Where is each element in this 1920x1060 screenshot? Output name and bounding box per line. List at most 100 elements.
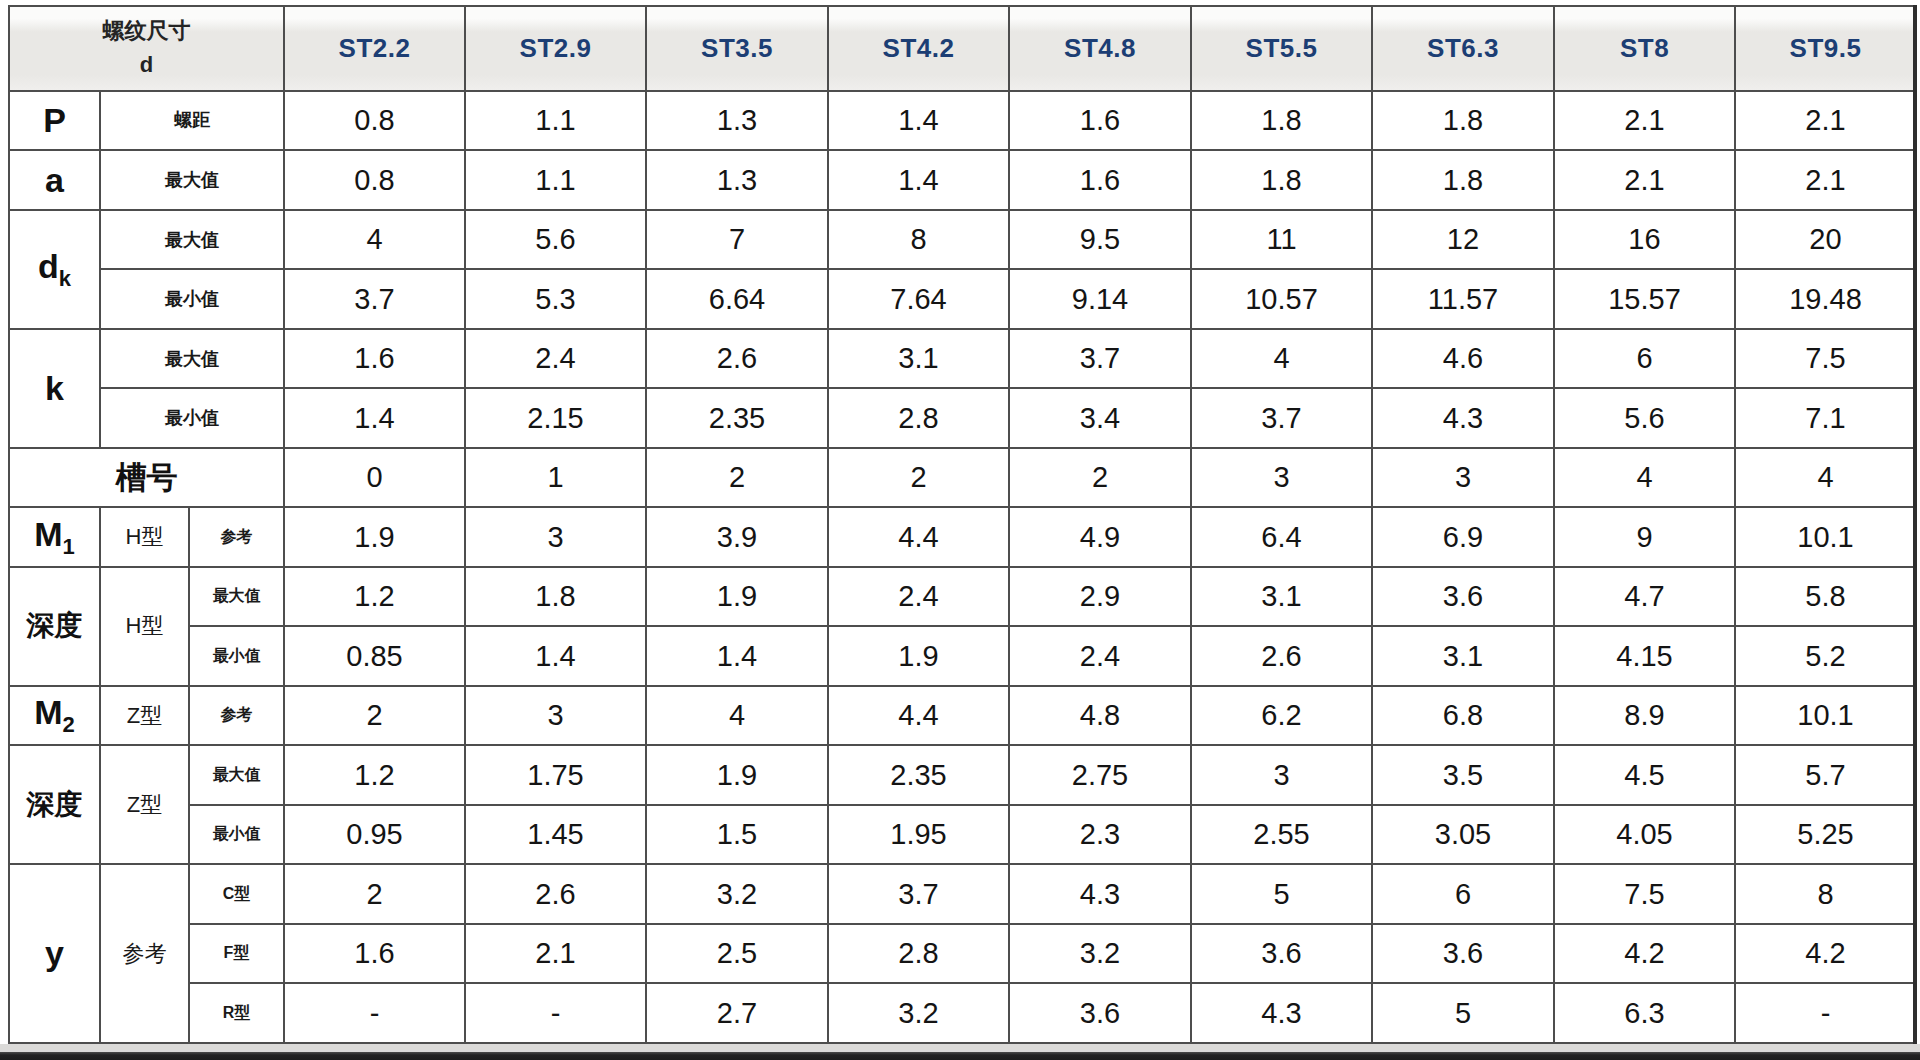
cell-value: 20 (1735, 210, 1916, 270)
table-right-border (1913, 5, 1917, 1044)
cell-value: 3.1 (1191, 567, 1372, 627)
cell-value: 7.5 (1735, 329, 1916, 389)
cell-value: 8.9 (1554, 686, 1735, 746)
cell-value: 1.4 (828, 150, 1009, 210)
cell-value: 1.6 (284, 924, 465, 984)
cell-value: 0.85 (284, 626, 465, 686)
bottom-light-strip (0, 1044, 1920, 1052)
cell-value: 4.3 (1009, 864, 1191, 924)
cell-value: 3.6 (1191, 924, 1372, 984)
cell-value: 11.57 (1372, 269, 1554, 329)
cell-value: 6.9 (1372, 507, 1554, 567)
cell-value: 1.8 (1191, 150, 1372, 210)
cell-value: 1.6 (284, 329, 465, 389)
thread-size-d: d (10, 48, 283, 82)
row-sublabel: 最大值 (189, 567, 284, 627)
row-sublabel: 参考 (189, 507, 284, 567)
column-header-ST4.2: ST4.2 (828, 6, 1009, 91)
cell-value: 1.8 (1191, 91, 1372, 151)
column-header-ST5.5: ST5.5 (1191, 6, 1372, 91)
row-label-0: P (9, 91, 100, 151)
cell-value: 1.9 (646, 567, 828, 627)
cell-value: 1.8 (465, 567, 646, 627)
row-label-2: dk (9, 210, 100, 329)
cell-value: - (284, 983, 465, 1043)
cell-value: 3 (465, 507, 646, 567)
cell-value: 4.9 (1009, 507, 1191, 567)
cell-value: 2.4 (828, 567, 1009, 627)
cell-value: - (1735, 983, 1916, 1043)
cell-value: 4.5 (1554, 745, 1735, 805)
cell-value: 4 (1735, 448, 1916, 508)
row-sublabel: 最小值 (100, 388, 284, 448)
cell-value: 4.05 (1554, 805, 1735, 865)
row-label-5: M1 (9, 507, 100, 567)
cell-value: 1.95 (828, 805, 1009, 865)
cell-value: 5.6 (1554, 388, 1735, 448)
cell-value: 2.3 (1009, 805, 1191, 865)
cell-value: 1.2 (284, 567, 465, 627)
cell-value: 0.8 (284, 91, 465, 151)
cell-value: 3.2 (1009, 924, 1191, 984)
cell-value: - (465, 983, 646, 1043)
row-sublabel: 参考 (189, 686, 284, 746)
row-mid-label-5: H型 (100, 507, 189, 567)
row-sublabel: 螺距 (100, 91, 284, 151)
cell-value: 6.3 (1554, 983, 1735, 1043)
row-label-3: k (9, 329, 100, 448)
cell-value: 4.8 (1009, 686, 1191, 746)
cell-value: 2.6 (465, 864, 646, 924)
thread-size-label: 螺纹尺寸 (10, 14, 283, 48)
cell-value: 9.5 (1009, 210, 1191, 270)
cell-value: 2.4 (465, 329, 646, 389)
cell-value: 1 (465, 448, 646, 508)
column-header-ST2.2: ST2.2 (284, 6, 465, 91)
cell-value: 2.8 (828, 924, 1009, 984)
cell-value: 2.6 (646, 329, 828, 389)
cell-value: 8 (828, 210, 1009, 270)
cell-value: 1.75 (465, 745, 646, 805)
cell-value: 8 (1735, 864, 1916, 924)
cell-value: 1.4 (465, 626, 646, 686)
cell-value: 2.1 (1554, 91, 1735, 151)
cell-value: 1.4 (646, 626, 828, 686)
cell-value: 2 (828, 448, 1009, 508)
row-label-9: y (9, 864, 100, 1043)
cell-value: 0 (284, 448, 465, 508)
row-mid-label-8: Z型 (100, 745, 189, 864)
cell-value: 3.7 (1009, 329, 1191, 389)
cell-value: 1.8 (1372, 91, 1554, 151)
cell-value: 12 (1372, 210, 1554, 270)
cell-value: 0.95 (284, 805, 465, 865)
cell-value: 5 (1372, 983, 1554, 1043)
cell-value: 2.5 (646, 924, 828, 984)
row-label-1: a (9, 150, 100, 210)
cell-value: 3.4 (1009, 388, 1191, 448)
row-sublabel: C型 (189, 864, 284, 924)
row-sublabel: 最大值 (100, 329, 284, 389)
cell-value: 3.7 (284, 269, 465, 329)
cell-value: 1.1 (465, 150, 646, 210)
cell-value: 1.3 (646, 91, 828, 151)
cell-value: 5.25 (1735, 805, 1916, 865)
cell-value: 2.55 (1191, 805, 1372, 865)
cell-value: 7.1 (1735, 388, 1916, 448)
cell-value: 4 (1191, 329, 1372, 389)
cell-value: 2.1 (1554, 150, 1735, 210)
column-header-ST6.3: ST6.3 (1372, 6, 1554, 91)
cell-value: 1.3 (646, 150, 828, 210)
row-mid-label-6: H型 (100, 567, 189, 686)
cell-value: 2.35 (646, 388, 828, 448)
cell-value: 1.6 (1009, 150, 1191, 210)
cell-value: 3 (1372, 448, 1554, 508)
row-sublabel: 最小值 (100, 269, 284, 329)
cell-value: 3 (465, 686, 646, 746)
cell-value: 3.05 (1372, 805, 1554, 865)
cell-value: 1.2 (284, 745, 465, 805)
column-header-ST2.9: ST2.9 (465, 6, 646, 91)
cell-value: 6.8 (1372, 686, 1554, 746)
cell-value: 2 (1009, 448, 1191, 508)
cell-value: 1.8 (1372, 150, 1554, 210)
cell-value: 1.45 (465, 805, 646, 865)
cell-value: 5.3 (465, 269, 646, 329)
